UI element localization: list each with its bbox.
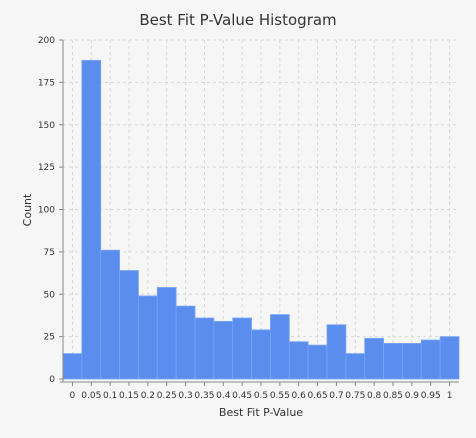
histogram-bar xyxy=(62,353,83,380)
x-tick-label: 0 xyxy=(70,391,76,401)
x-tick-label: 0.2 xyxy=(141,391,155,401)
x-tick-label: 0.65 xyxy=(308,391,328,401)
x-tick-label: 0.5 xyxy=(254,391,268,401)
y-tick-label: 200 xyxy=(38,36,55,46)
x-tick-label: 0.15 xyxy=(119,391,139,401)
histogram-bar xyxy=(251,329,271,380)
histogram-bar xyxy=(383,343,403,380)
x-tick-label: 0.25 xyxy=(157,391,177,401)
histogram-bar xyxy=(364,337,384,380)
histogram-bar xyxy=(100,249,120,380)
x-tick-label: 0.9 xyxy=(405,391,420,401)
y-tick-label: 75 xyxy=(44,248,55,258)
y-tick-label: 0 xyxy=(49,375,55,385)
x-tick-label: 0.8 xyxy=(367,391,382,401)
y-tick-label: 50 xyxy=(44,290,56,300)
histogram-bar xyxy=(232,317,252,380)
histogram-bar xyxy=(326,324,347,380)
y-tick-label: 150 xyxy=(38,121,55,131)
x-tick-label: 0.6 xyxy=(292,391,307,401)
histogram-bar xyxy=(288,341,309,380)
x-tick-label: 0.75 xyxy=(345,391,365,401)
histogram-bar xyxy=(119,270,139,380)
histogram-bar xyxy=(81,59,102,380)
x-tick-label: 0.4 xyxy=(216,391,231,401)
histogram-bar xyxy=(402,343,422,380)
x-tick-label: 0.1 xyxy=(103,391,117,401)
x-tick-label: 0.7 xyxy=(329,391,343,401)
histogram-bar xyxy=(270,314,290,380)
y-tick-label: 175 xyxy=(38,78,55,88)
histogram-bar xyxy=(345,353,366,380)
histogram-bar xyxy=(138,295,158,380)
y-axis-label: Count xyxy=(21,193,34,226)
histogram-bar xyxy=(307,344,328,380)
x-tick-label: 1 xyxy=(447,391,453,401)
y-tick-label: 100 xyxy=(38,206,55,216)
x-tick-label: 0.45 xyxy=(232,391,252,401)
chart-title: Best Fit P-Value Histogram xyxy=(139,11,336,29)
x-axis-label: Best Fit P-Value xyxy=(219,406,303,419)
histogram-bar xyxy=(439,336,460,380)
x-tick-label: 0.55 xyxy=(270,391,290,401)
x-tick-label: 0.85 xyxy=(383,391,403,401)
x-tick-label: 0.3 xyxy=(178,391,192,401)
x-tick-label: 0.35 xyxy=(194,391,214,401)
x-tick-label: 0.95 xyxy=(421,391,441,401)
histogram-bar xyxy=(175,305,196,380)
histogram-bar xyxy=(420,339,441,380)
y-tick-label: 25 xyxy=(44,333,55,343)
histogram-bar xyxy=(156,287,177,380)
x-tick-label: 0.05 xyxy=(81,391,101,401)
histogram-bar xyxy=(213,320,234,380)
histogram-bar xyxy=(194,317,215,380)
y-tick-label: 125 xyxy=(38,163,55,173)
